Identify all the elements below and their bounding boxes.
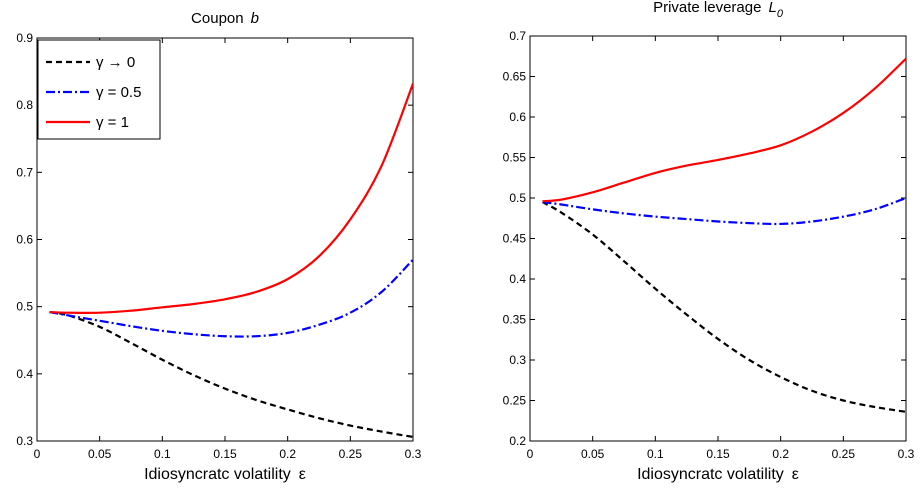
leverage-y-tick-label: 0.7 [509, 29, 526, 43]
leverage-axes-box [529, 35, 907, 442]
leverage-y-tick-label: 0.55 [503, 151, 527, 165]
leverage-y-tick-label: 0.45 [503, 232, 527, 246]
leverage-x-tick-label: 0.05 [581, 447, 605, 461]
leverage-y-tick-label: 0.4 [509, 272, 526, 286]
leverage-x-tick-label: 0.3 [898, 447, 915, 461]
coupon-x-tick-label: 0.1 [154, 447, 171, 461]
coupon-y-tick-label: 0.8 [16, 98, 33, 112]
leverage-x-axis-label-text: Idiosyncratc volatility [637, 466, 784, 483]
coupon-series-line-0 [49, 310, 414, 439]
coupon-y-tick-label: 0.9 [16, 31, 33, 45]
coupon-x-tick-label: 0.15 [213, 447, 237, 461]
coupon-x-tick-label: 0 [34, 447, 41, 461]
coupon-series-line-2 [49, 83, 415, 314]
leverage-series-line-2 [542, 57, 907, 203]
leverage-panel: Private leverage L0 0 0.05 0.1 0.15 0.2 0.25 0.… [503, 0, 915, 483]
leverage-y-tick-label: 0.65 [503, 70, 527, 84]
leverage-chart-title: Private leverage L0 [653, 0, 784, 20]
leverage-y-tick-label: 0.2 [509, 434, 526, 448]
coupon-x-tick-label: 0.2 [279, 447, 296, 461]
coupon-x-tick-label: 0.05 [88, 447, 112, 461]
leverage-y-tick-label: 0.35 [503, 313, 527, 327]
coupon-x-axis-label-text: Idiosyncratc volatility [144, 466, 291, 483]
legend-entry-label: γ → 0 [96, 54, 135, 71]
coupon-series-line-1 [49, 258, 414, 338]
coupon-chart-title: Coupon b [191, 10, 259, 27]
leverage-x-tick-label: 0.25 [832, 447, 856, 461]
coupon-title-text: Coupon [191, 10, 244, 27]
coupon-y-tick-label: 0.6 [16, 233, 33, 247]
leverage-plot-area: 0 0.05 0.1 0.15 0.2 0.25 0.3 0.2 0.25 0.3 0.35 0.4 0… [503, 29, 915, 461]
leverage-x-tick-label: 0.1 [647, 447, 664, 461]
leverage-x-axis-label: Idiosyncratc volatility ε [637, 466, 799, 483]
leverage-title-subscript: 0 [777, 8, 784, 20]
leverage-x-tick-label: 0.15 [706, 447, 730, 461]
leverage-y-tick-label: 0.25 [503, 394, 527, 408]
coupon-x-axis-label-symbol: ε [299, 466, 306, 483]
leverage-y-tick-label: 0.5 [509, 191, 526, 205]
coupon-x-tick-label: 0.25 [339, 447, 363, 461]
leverage-title-symbol: L [768, 0, 776, 16]
coupon-y-tick-label: 0.4 [16, 367, 33, 381]
coupon-y-tick-label: 0.7 [16, 165, 33, 179]
leverage-y-tick-label: 0.6 [509, 110, 526, 124]
leverage-title-text: Private leverage [653, 0, 761, 16]
coupon-title-symbol: b [251, 10, 259, 27]
legend-entry-label: γ = 1 [96, 114, 129, 131]
coupon-y-tick-label: 0.3 [16, 434, 33, 448]
leverage-series-line-1 [542, 196, 907, 226]
coupon-x-tick-label: 0.3 [405, 447, 422, 461]
leverage-y-tick-label: 0.3 [509, 353, 526, 367]
leverage-x-tick-label: 0 [527, 447, 534, 461]
coupon-x-axis-label: Idiosyncratc volatility ε [144, 466, 306, 483]
coupon-legend: γ → 0 γ = 0.5 γ = 1 [37, 39, 161, 140]
legend-entry-label: γ = 0.5 [96, 84, 141, 101]
leverage-x-tick-label: 0.2 [772, 447, 789, 461]
leverage-series-line-0 [541, 201, 907, 413]
coupon-y-tick-label: 0.5 [16, 300, 33, 314]
leverage-x-axis-label-symbol: ε [792, 466, 799, 483]
